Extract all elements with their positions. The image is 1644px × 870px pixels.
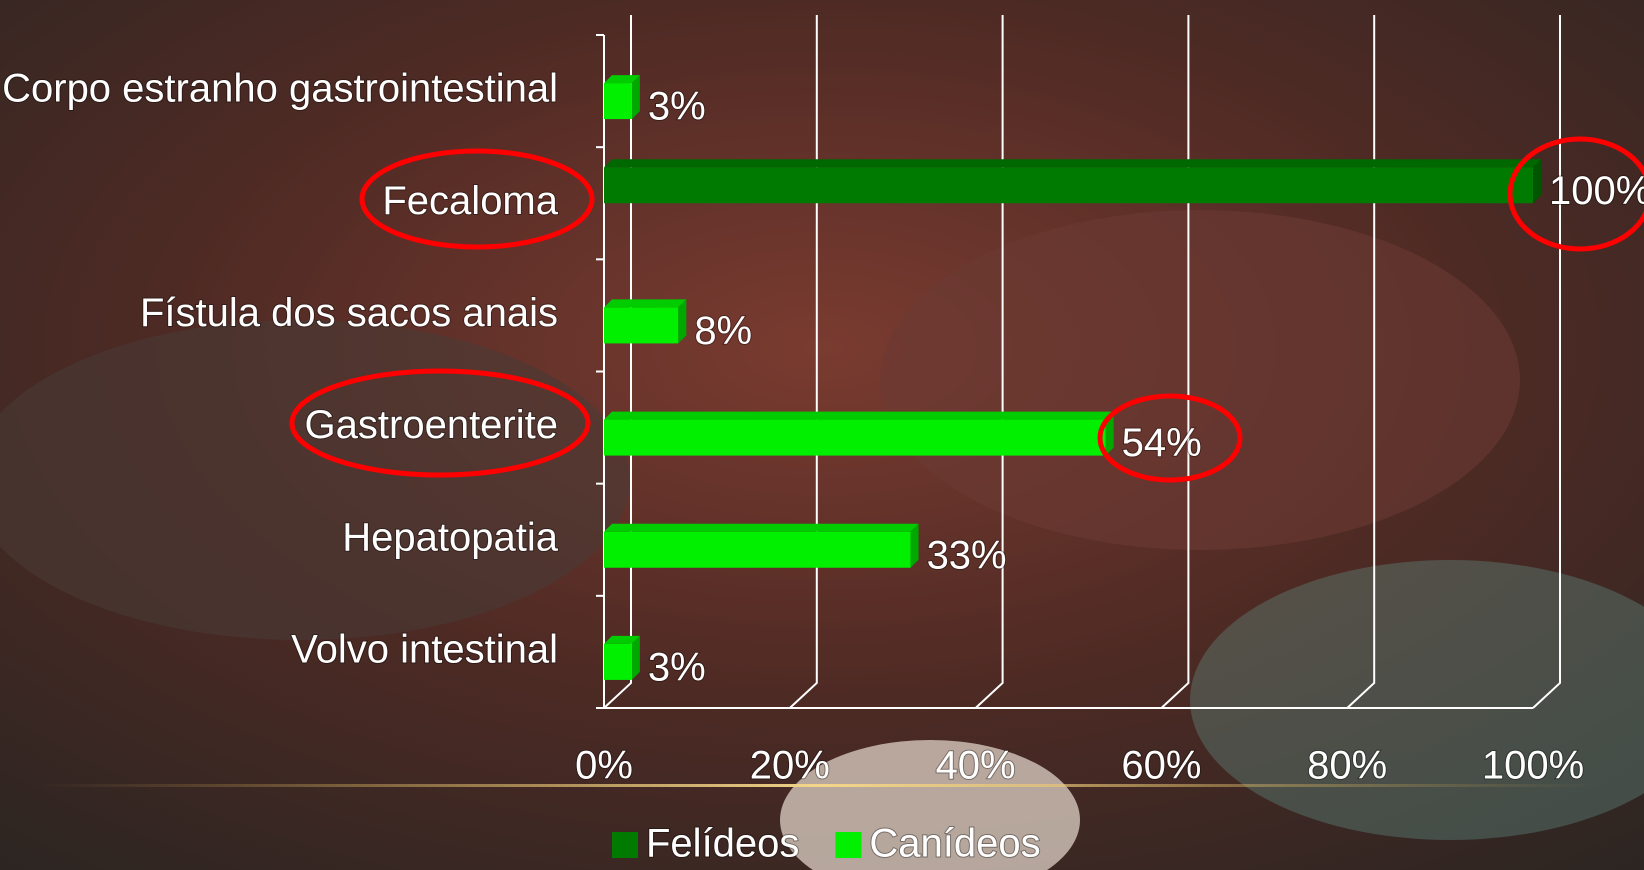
bar-top [604,411,1114,420]
y-tick-label: Corpo estranho gastrointestinal [2,67,558,111]
y-tick-label: Hepatopatia [342,515,558,559]
bar-top [604,299,687,308]
data-label: 33% [927,533,1007,577]
bar-top [604,523,919,532]
data-label: 54% [1122,421,1202,465]
legend-swatch [835,832,862,858]
x-tick-label: 40% [936,744,1016,788]
grid-line [1346,15,1376,709]
legend-label: Felídeos [646,822,799,866]
background-shape [880,210,1520,550]
x-tick-label: 100% [1482,744,1584,788]
bar-side [910,523,919,568]
background-shape [1190,560,1644,840]
grid-line [1532,15,1561,709]
data-label: 3% [648,85,706,129]
bar-side [678,299,687,344]
grid-line [789,15,818,709]
bar-side [1533,159,1541,204]
legend-swatch [612,832,638,858]
highlight-ellipse [1097,393,1243,483]
bar [604,643,632,680]
bar-side [631,635,640,680]
background-shape [0,320,630,640]
y-tick-label: Gastroenterite [305,403,558,447]
bar-top [604,635,640,644]
highlight-ellipse [359,148,595,250]
y-tick-label: Fístula dos sacos anais [140,291,558,335]
x-tick-label: 20% [750,744,830,788]
highlight-ellipse [289,368,591,478]
grid-line [603,15,632,709]
bar [604,307,679,344]
highlight-ellipse [1507,136,1644,252]
data-label: 100% [1549,169,1644,213]
x-tick-label: 60% [1121,744,1201,788]
data-label: 3% [648,645,706,689]
data-label: 8% [694,309,752,353]
legend-label: Canídeos [869,822,1040,866]
x-tick-label: 80% [1307,744,1387,788]
bar-top [604,75,640,84]
y-tick-label: Volvo intestinal [291,627,558,671]
grid-line [974,15,1004,709]
decor-line [40,784,1600,787]
bar [604,167,1533,204]
bar-side [631,75,640,120]
bar [604,419,1106,456]
y-tick-label: Fecaloma [382,179,558,223]
bar [604,531,911,568]
x-tick-label: 0% [575,744,633,788]
bar-top [604,159,1541,168]
plot: 0% 20% 40% 60% 80% 100% Corpo estranho gastroi… [1,15,1644,867]
grid-line [1160,15,1190,709]
bar [604,83,632,120]
